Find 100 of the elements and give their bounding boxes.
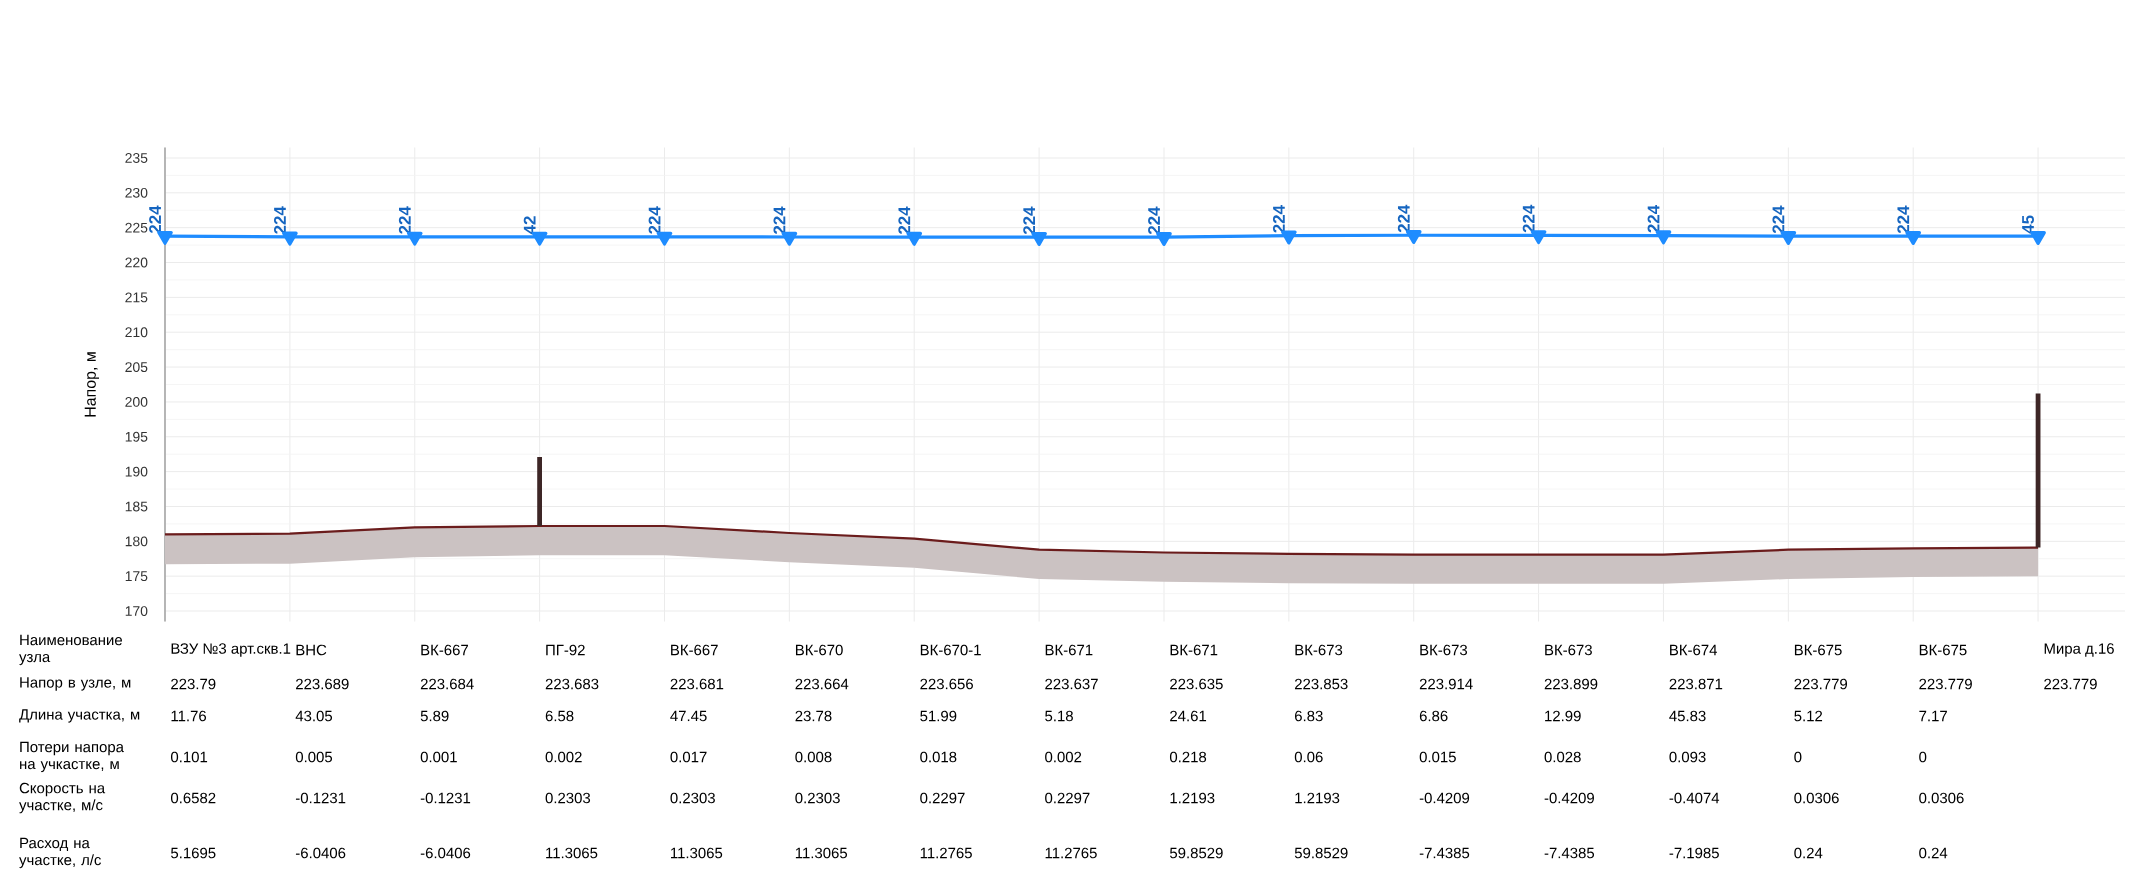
text: 11.3065 bbox=[671, 847, 723, 859]
text: 0.093 bbox=[1669, 751, 1706, 763]
y-tick-label: 225 bbox=[125, 222, 148, 233]
text: -0.4209 bbox=[1544, 792, 1594, 804]
text: 1.2193 bbox=[1295, 792, 1340, 804]
text: 5.12 bbox=[1794, 710, 1823, 722]
text: 0.06 bbox=[1294, 751, 1323, 763]
text: 11.3065 bbox=[546, 847, 598, 859]
text: Потери напора на учкастке, м bbox=[20, 741, 124, 773]
data-label: 223.779 bbox=[1919, 678, 1972, 690]
text: 11.2765 bbox=[920, 847, 972, 859]
y-tick-label: 220 bbox=[125, 257, 148, 268]
x-tick-label: ВК-667 bbox=[421, 644, 468, 656]
text: 0.2297 bbox=[920, 792, 965, 804]
text: -6.0406 bbox=[420, 847, 471, 859]
text: 0.101 bbox=[170, 751, 208, 763]
text: 1.2193 bbox=[1170, 792, 1215, 804]
x-tick-label: ВК-673 bbox=[1420, 644, 1468, 656]
text: 0.2303 bbox=[795, 792, 840, 804]
text: 5.1695 bbox=[170, 847, 216, 859]
x-tick-label: ВК-675 bbox=[1794, 644, 1842, 656]
text: 24.61 bbox=[1170, 710, 1207, 722]
y-tick-label: 190 bbox=[125, 466, 148, 477]
data-label: 223.664 bbox=[795, 678, 849, 690]
text: 0.0306 bbox=[1919, 792, 1964, 804]
y-tick-label: 175 bbox=[125, 571, 148, 582]
data-label: 223.656 bbox=[920, 678, 973, 690]
text: 0 bbox=[1794, 751, 1802, 763]
y-tick-label: 235 bbox=[125, 153, 148, 163]
annotation: 224 bbox=[898, 206, 911, 235]
text: 0.001 bbox=[420, 751, 457, 763]
text: 0.008 bbox=[795, 751, 832, 763]
y-tick-label: 195 bbox=[125, 431, 148, 442]
text: 59.8529 bbox=[1294, 847, 1348, 859]
x-tick-label: ВК-674 bbox=[1670, 644, 1718, 656]
x-tick-label: ВК-671 bbox=[1170, 644, 1218, 656]
text: 0.002 bbox=[545, 751, 582, 763]
text: 11.3065 bbox=[795, 847, 848, 859]
data-label: 223.899 bbox=[1544, 678, 1598, 690]
x-tick-label: ВК-671 bbox=[1045, 644, 1093, 656]
data-label: 223.683 bbox=[545, 678, 599, 690]
annotation: 224 bbox=[273, 206, 286, 234]
annotation: 42 bbox=[523, 216, 536, 235]
text: -0.1231 bbox=[420, 792, 471, 804]
text: 6.83 bbox=[1294, 710, 1323, 722]
text: 5.18 bbox=[1045, 710, 1073, 722]
text: Скорость на участке, м/с bbox=[19, 782, 106, 814]
text: 0.24 bbox=[1794, 847, 1823, 859]
text: 43.05 bbox=[295, 710, 333, 722]
text: 0.2303 bbox=[545, 792, 591, 804]
annotation: 224 bbox=[1023, 206, 1036, 235]
data-label: 223.79 bbox=[171, 678, 216, 690]
annotation: 224 bbox=[648, 206, 661, 234]
data-label: 223.684 bbox=[420, 678, 474, 690]
text: 0 bbox=[1919, 751, 1927, 763]
text: Напор в узле, м bbox=[20, 677, 131, 691]
text: 0.018 bbox=[920, 751, 957, 763]
text: 0.002 bbox=[1045, 751, 1082, 763]
data-label: 223.779 bbox=[1794, 678, 1848, 690]
x-tick-label: ВК-670-1 bbox=[920, 644, 981, 656]
x-tick-label: ВК-673 bbox=[1545, 644, 1592, 656]
text: 0.015 bbox=[1419, 751, 1456, 763]
data-label: 223.635 bbox=[1170, 678, 1223, 690]
text: 51.99 bbox=[920, 710, 957, 722]
x-tick-label: ВНС bbox=[296, 644, 327, 656]
text: 0.017 bbox=[670, 751, 707, 763]
y-tick-label: 185 bbox=[125, 501, 148, 512]
x-tick-label: ВК-670 bbox=[795, 644, 843, 656]
text: 12.99 bbox=[1545, 710, 1581, 722]
text: 0.218 bbox=[1169, 751, 1207, 763]
annotation: 224 bbox=[1772, 205, 1785, 234]
y-tick-label: 205 bbox=[125, 362, 148, 373]
text: 47.45 bbox=[670, 710, 707, 722]
text: 11.2765 bbox=[1045, 847, 1097, 859]
text: 7.17 bbox=[1919, 710, 1947, 722]
annotation: 224 bbox=[1397, 204, 1410, 233]
text: 45.83 bbox=[1669, 710, 1706, 722]
text: 0.028 bbox=[1544, 751, 1581, 763]
text: 6.58 bbox=[545, 710, 574, 722]
text: 6.86 bbox=[1419, 710, 1448, 722]
text: 59.8529 bbox=[1169, 847, 1223, 859]
text: -0.1231 bbox=[295, 792, 346, 804]
x-tick-label: ВК-667 bbox=[671, 644, 718, 656]
text: -0.4209 bbox=[1419, 792, 1470, 804]
y-tick-label: 180 bbox=[125, 536, 148, 547]
x-tick-label: ПГ-92 bbox=[546, 644, 585, 656]
text: 0.2297 bbox=[1045, 792, 1090, 804]
x-tick-label: ВК-673 bbox=[1295, 644, 1343, 656]
text: Длина участка, м bbox=[19, 709, 140, 723]
data-label: 223.853 bbox=[1294, 678, 1348, 690]
annotation: 45 bbox=[2022, 215, 2034, 234]
text: 0.005 bbox=[295, 751, 333, 763]
annotation: 224 bbox=[1148, 206, 1160, 235]
y-tick-label: 230 bbox=[125, 187, 148, 198]
text: 0.6582 bbox=[170, 792, 216, 804]
annotation: 224 bbox=[1897, 205, 1910, 234]
annotation: 224 bbox=[773, 206, 786, 234]
data-label: 223.689 bbox=[296, 678, 349, 690]
x-tick-label: ВК-675 bbox=[1919, 644, 1967, 656]
text: -6.0406 bbox=[295, 847, 346, 859]
